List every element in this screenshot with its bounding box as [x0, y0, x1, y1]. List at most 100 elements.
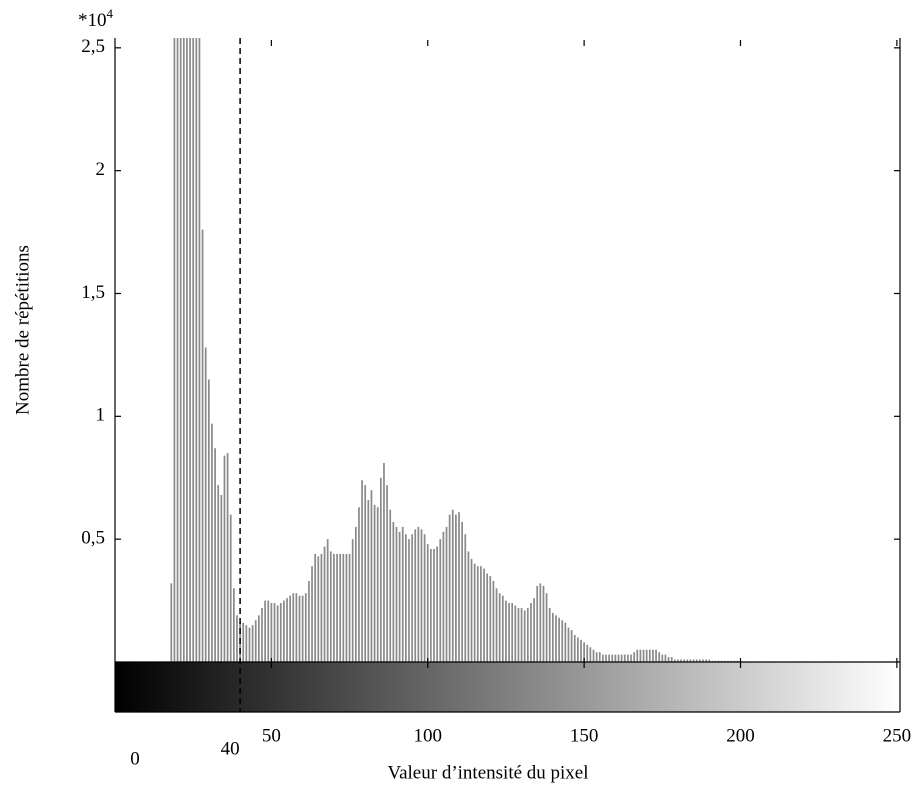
histogram-bar	[492, 580, 495, 662]
x-tick-label: 100	[413, 725, 442, 746]
histogram-bar	[236, 615, 238, 662]
histogram-bar	[570, 630, 573, 662]
histogram-bar	[323, 546, 326, 662]
histogram-bar	[295, 593, 298, 662]
histogram-bar	[392, 521, 395, 662]
histogram-bar	[464, 534, 467, 662]
histogram-bar	[214, 448, 216, 662]
histogram-bar	[433, 548, 435, 662]
histogram-bar	[292, 593, 295, 662]
histogram-bar	[320, 553, 323, 662]
histogram-bar	[326, 539, 329, 662]
histogram-bar	[611, 654, 614, 662]
histogram-bar	[727, 660, 729, 662]
histogram-bar	[283, 600, 285, 662]
histogram-bar	[198, 38, 201, 662]
histogram-bar	[498, 593, 501, 662]
histogram-bar	[414, 529, 417, 662]
histogram-bar	[564, 622, 567, 662]
histogram-bar	[523, 610, 526, 662]
histogram-bar	[633, 652, 636, 662]
x-tick-label: 0	[130, 748, 140, 769]
histogram-bar	[389, 509, 392, 662]
histogram-bar	[439, 539, 442, 662]
histogram-bar	[508, 603, 510, 662]
histogram-bar	[348, 553, 351, 662]
bars	[170, 38, 742, 662]
y-tick-label: 1	[96, 405, 106, 426]
histogram-bar	[495, 588, 498, 662]
histogram-bar	[708, 659, 711, 662]
histogram-bar	[308, 580, 310, 662]
histogram-bar	[486, 573, 489, 662]
histogram-bar	[448, 514, 451, 662]
histogram-bar	[602, 654, 604, 662]
histogram-bar	[298, 595, 301, 662]
histogram-bar	[689, 659, 692, 662]
histogram-bar	[458, 512, 460, 662]
histogram-bar	[342, 553, 345, 662]
histogram-bar	[373, 504, 376, 662]
multiplier: *104	[78, 6, 114, 31]
histogram-bar	[404, 534, 407, 662]
histogram-bar	[211, 423, 213, 662]
histogram-bar	[358, 507, 360, 662]
histogram-bar	[229, 514, 232, 662]
histogram-bar	[642, 649, 645, 662]
histogram-bar	[520, 607, 523, 662]
histogram-bar	[179, 38, 182, 662]
histogram-bar	[677, 659, 679, 662]
histogram-bar	[279, 603, 282, 662]
histogram-bar	[333, 553, 335, 662]
histogram-bar	[730, 660, 732, 662]
histogram-bar	[176, 38, 179, 662]
histogram-bar	[717, 660, 720, 662]
histogram-bar	[670, 657, 673, 662]
histogram-bar	[289, 595, 291, 662]
histogram-bar	[426, 544, 429, 662]
histogram-bar	[336, 553, 338, 662]
histogram-bar	[652, 649, 654, 662]
histogram-bar	[270, 603, 273, 662]
histogram-bar	[592, 649, 595, 662]
histogram-bar	[411, 534, 413, 662]
histogram-bar	[461, 521, 464, 662]
histogram-bar	[608, 654, 611, 662]
y-tick-label: 2,5	[81, 36, 105, 57]
histogram-bar	[555, 615, 557, 662]
histogram-bar	[379, 477, 382, 662]
histogram-bar	[476, 566, 479, 662]
histogram-bar	[505, 600, 507, 662]
histogram-bar	[339, 553, 342, 662]
histogram-bar	[242, 622, 245, 662]
histogram-bar	[489, 576, 492, 662]
threshold-label: 40	[221, 738, 240, 759]
histogram-bar	[317, 556, 320, 662]
histogram-bar	[376, 507, 379, 662]
histogram-bar	[314, 553, 317, 662]
histogram-bar	[558, 617, 560, 662]
histogram-bar	[264, 600, 266, 662]
histogram-bar	[364, 485, 367, 662]
histogram-bar	[170, 583, 173, 662]
histogram-bar	[351, 539, 354, 662]
histogram-bar	[695, 659, 698, 662]
histogram-bar	[301, 595, 304, 662]
histogram-bar	[455, 514, 457, 662]
histogram-bar	[304, 593, 307, 662]
histogram-bar	[517, 607, 520, 662]
histogram-bar	[655, 649, 657, 662]
histogram-bar	[733, 660, 736, 662]
histogram-bar	[420, 529, 423, 662]
x-axis-title: Valeur d’intensité du pixel	[387, 762, 588, 783]
histogram-bar	[251, 625, 254, 662]
histogram-bar	[354, 526, 357, 662]
histogram-bar	[442, 531, 445, 662]
histogram-bar	[398, 531, 401, 662]
histogram-bar	[605, 654, 607, 662]
histogram-bar	[408, 539, 410, 662]
histogram-bar	[501, 595, 504, 662]
histogram-bar	[430, 548, 432, 662]
histogram-bar	[220, 494, 223, 662]
